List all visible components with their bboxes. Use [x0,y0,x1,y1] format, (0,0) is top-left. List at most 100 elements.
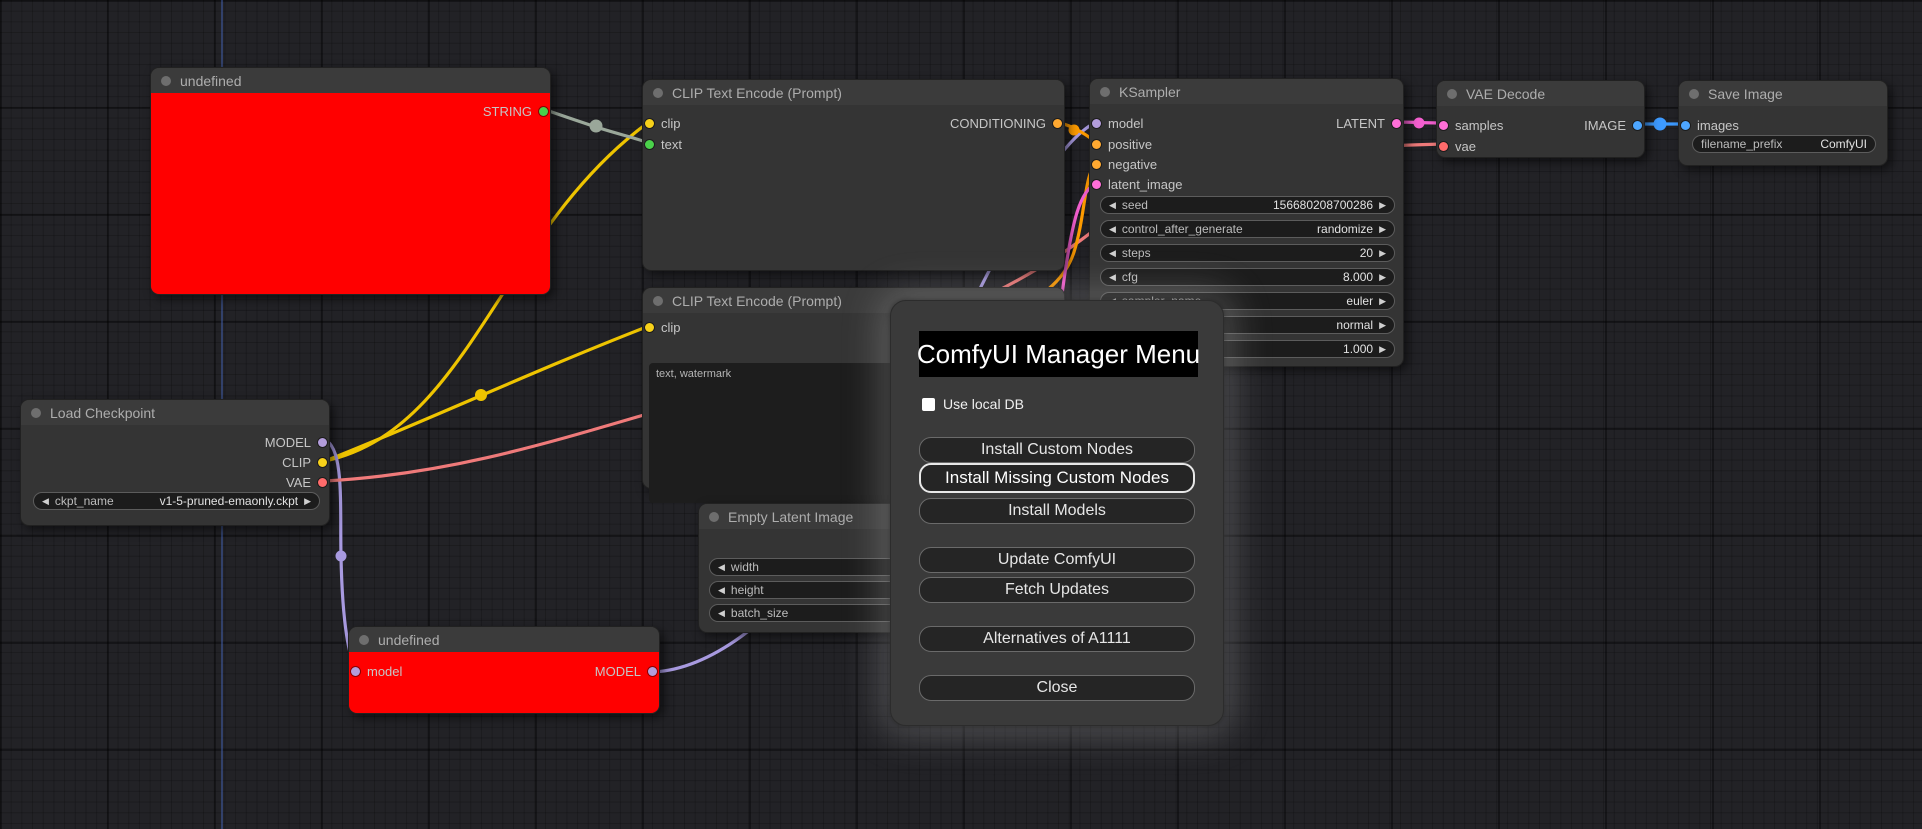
node-titlebar[interactable]: VAE Decode [1437,81,1644,106]
stepper-right-icon[interactable]: ▶ [1379,343,1386,354]
port-dot-clip[interactable] [645,118,654,128]
port-in-text[interactable]: text [645,135,682,153]
port-dot-clip[interactable] [318,457,327,467]
port-dot-clip[interactable] [645,322,654,332]
alternatives-of-a1111-button[interactable]: Alternatives of A1111 [919,626,1195,652]
node-vae-decode[interactable]: VAE Decode samples vae IMAGE [1436,80,1645,158]
port-label: images [1697,117,1739,133]
node-titlebar[interactable]: Save Image [1679,81,1887,106]
port-dot-vae[interactable] [1439,141,1448,151]
port-in-vae[interactable]: vae [1439,137,1476,155]
node-titlebar[interactable]: undefined [349,627,659,652]
node-load-checkpoint[interactable]: Load Checkpoint MODEL CLIP VAE ◀ ckpt_na… [20,399,330,526]
stepper-right-icon[interactable]: ▶ [1379,247,1386,258]
install-models-button[interactable]: Install Models [919,498,1195,524]
port-dot-model[interactable] [318,437,327,447]
stepper-right-icon[interactable]: ▶ [1379,271,1386,282]
stepper-left-icon[interactable]: ◀ [42,495,49,506]
port-out-vae[interactable]: VAE [286,473,327,491]
install-custom-nodes-button[interactable]: Install Custom Nodes [919,437,1195,463]
stepper-left-icon[interactable]: ◀ [1109,247,1116,258]
port-label: negative [1108,156,1158,172]
stepper-left-icon[interactable]: ◀ [1109,223,1116,234]
update-comfyui-button[interactable]: Update ComfyUI [919,547,1195,573]
port-dot-latent[interactable] [1392,118,1401,128]
node-clip-text-encode-1[interactable]: CLIP Text Encode (Prompt) clip text COND… [642,79,1065,271]
widget-filename-prefix[interactable]: filename_prefix ComfyUI [1692,135,1876,153]
stepper-right-icon[interactable]: ▶ [1379,223,1386,234]
node-undefined-string[interactable]: undefined STRING [150,67,551,295]
node-titlebar[interactable]: Load Checkpoint [21,400,329,425]
close-button[interactable]: Close [919,675,1195,701]
port-out-model[interactable]: MODEL [265,433,327,451]
port-label: VAE [285,474,311,490]
port-dot-conditioning[interactable] [1092,159,1101,169]
port-dot-latent[interactable] [1439,120,1448,130]
reroute-dot-image[interactable] [1653,117,1667,131]
link-clip-to-clip1 [323,120,651,463]
node-title: Empty Latent Image [728,508,854,525]
reroute-dot-latent[interactable] [1413,117,1425,129]
install-missing-custom-nodes-button[interactable]: Install Missing Custom Nodes [919,463,1195,493]
port-in-model[interactable]: model [1092,114,1143,132]
port-out-clip[interactable]: CLIP [282,453,327,471]
node-save-image[interactable]: Save Image images filename_prefix ComfyU… [1678,80,1888,166]
port-dot-image[interactable] [1633,120,1642,130]
dialog-title: ComfyUI Manager Menu [917,331,1200,377]
port-out-model[interactable]: MODEL [595,662,657,680]
stepper-left-icon[interactable]: ◀ [1109,199,1116,210]
port-out-latent[interactable]: LATENT [1336,114,1401,132]
port-out-string[interactable]: STRING [483,102,548,120]
port-dot-model[interactable] [1092,118,1101,128]
widget-value: v1-5-pruned-emaonly.ckpt [159,494,299,508]
use-local-db-row[interactable]: Use local DB [922,396,1024,412]
node-titlebar[interactable]: CLIP Text Encode (Prompt) [643,80,1064,105]
reroute-dot-cond[interactable] [1068,124,1080,136]
stepper-right-icon[interactable]: ▶ [304,495,311,506]
port-dot-vae[interactable] [318,477,327,487]
stepper-left-icon[interactable]: ◀ [718,584,725,595]
port-out-image[interactable]: IMAGE [1584,116,1642,134]
stepper-left-icon[interactable]: ◀ [718,607,725,618]
node-title: undefined [378,631,440,648]
port-label: IMAGE [1584,117,1626,133]
stepper-right-icon[interactable]: ▶ [1379,295,1386,306]
reroute-dot-string[interactable] [589,119,603,133]
port-dot-model[interactable] [648,666,657,676]
widget-control-after-generate[interactable]: ◀ control_after_generate randomize ▶ [1100,220,1395,238]
stepper-right-icon[interactable]: ▶ [1379,199,1386,210]
port-in-clip[interactable]: clip [645,114,681,132]
reroute-dot-clip[interactable] [475,389,487,401]
fetch-updates-button[interactable]: Fetch Updates [919,577,1195,603]
port-dot-latent[interactable] [1092,179,1101,189]
port-out-conditioning[interactable]: CONDITIONING [950,114,1062,132]
node-titlebar[interactable]: undefined [151,68,550,93]
use-local-db-checkbox[interactable] [922,397,935,411]
node-titlebar[interactable]: KSampler [1090,79,1403,104]
widget-steps[interactable]: ◀ steps 20 ▶ [1100,244,1395,262]
port-dot-model[interactable] [351,666,360,676]
stepper-right-icon[interactable]: ▶ [1379,319,1386,330]
port-in-positive[interactable]: positive [1092,135,1152,153]
port-dot-text[interactable] [645,139,654,149]
port-in-model[interactable]: model [351,662,402,680]
port-dot-string[interactable] [539,106,548,116]
stepper-left-icon[interactable]: ◀ [1109,271,1116,282]
port-in-clip[interactable]: clip [645,318,681,336]
reroute-dot-model[interactable] [335,550,347,562]
stepper-left-icon[interactable]: ◀ [718,561,725,572]
port-label: vae [1455,138,1476,154]
port-dot-conditioning[interactable] [1053,118,1062,128]
widget-value: normal [1336,318,1374,332]
widget-seed[interactable]: ◀ seed 156680208700286 ▶ [1100,196,1395,214]
port-in-negative[interactable]: negative [1092,155,1157,173]
port-in-images[interactable]: images [1681,116,1739,134]
widget-cfg[interactable]: ◀ cfg 8.000 ▶ [1100,268,1395,286]
port-in-samples[interactable]: samples [1439,116,1503,134]
port-dot-image[interactable] [1681,120,1690,130]
port-in-latent-image[interactable]: latent_image [1092,175,1182,193]
port-dot-conditioning[interactable] [1092,139,1101,149]
widget-ckpt-name[interactable]: ◀ ckpt_name v1-5-pruned-emaonly.ckpt ▶ [33,492,320,510]
node-undefined-model[interactable]: undefined model MODEL [348,626,660,714]
